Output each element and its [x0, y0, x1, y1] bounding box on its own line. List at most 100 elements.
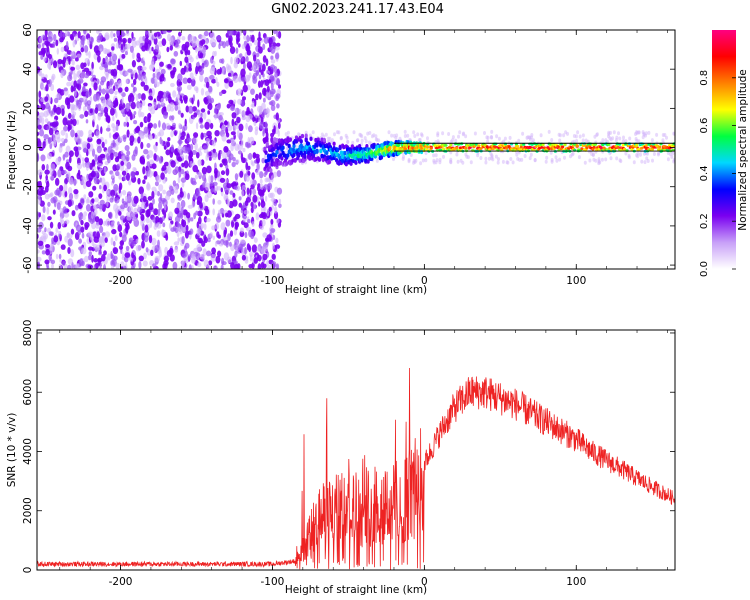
heatmap-cell	[137, 177, 141, 185]
heatmap-cell	[636, 154, 640, 159]
heatmap-cell	[264, 121, 268, 130]
heatmap-cell	[223, 78, 229, 84]
heatmap-cell	[120, 266, 124, 269]
heatmap-cell	[142, 166, 146, 175]
heatmap-cell	[200, 108, 206, 113]
heatmap-cell	[232, 192, 236, 198]
heatmap-cell	[160, 68, 166, 75]
heatmap-cell	[503, 136, 507, 141]
spectrogram-cells	[37, 30, 675, 269]
heatmap-cell	[38, 212, 41, 218]
heatmap-cell	[466, 155, 470, 160]
heatmap-cell	[271, 253, 276, 260]
heatmap-cell	[104, 32, 110, 40]
heatmap-cell	[521, 131, 525, 136]
heatmap-cell	[578, 134, 582, 139]
heatmap-cell	[191, 76, 196, 81]
heatmap-cell	[201, 240, 206, 247]
heatmap-cell	[406, 133, 410, 138]
heatmap-cell	[141, 93, 146, 101]
heatmap-cell	[275, 93, 281, 99]
heatmap-cell	[544, 159, 548, 164]
heatmap-cell	[257, 263, 262, 269]
heatmap-cell	[125, 79, 129, 84]
heatmap-cell	[143, 72, 146, 80]
heatmap-cell	[170, 160, 176, 168]
heatmap-cell	[263, 36, 269, 44]
heatmap-cell	[51, 121, 58, 128]
heatmap-cell	[570, 152, 574, 157]
heatmap-cell	[37, 124, 42, 130]
heatmap-cell	[91, 148, 96, 157]
heatmap-cell	[124, 51, 128, 56]
heatmap-cell	[118, 185, 122, 194]
heatmap-cell	[41, 49, 46, 55]
heatmap-cell	[85, 119, 89, 124]
heatmap-cell	[221, 89, 227, 95]
heatmap-cell	[207, 103, 213, 111]
heatmap-cell	[211, 38, 217, 47]
heatmap-cell	[199, 202, 203, 209]
heatmap-cell	[180, 168, 185, 175]
heatmap-cell	[147, 30, 153, 38]
snr-x-tick-label: -100	[261, 576, 285, 588]
heatmap-cell	[217, 250, 222, 258]
heatmap-cell	[77, 169, 81, 177]
heatmap-cell	[562, 133, 566, 138]
heatmap-cell	[174, 207, 180, 214]
heatmap-cell	[162, 208, 165, 215]
heatmap-cell	[138, 261, 142, 269]
heatmap-cell	[167, 161, 171, 168]
heatmap-cell	[196, 228, 202, 236]
heatmap-cell	[114, 213, 118, 219]
heatmap-cell	[74, 204, 79, 211]
heatmap-cell	[226, 63, 230, 71]
heatmap-cell	[263, 184, 269, 190]
heatmap-cell	[238, 202, 243, 208]
heatmap-cell	[218, 115, 223, 121]
heatmap-cell	[258, 121, 264, 129]
heatmap-cell	[143, 126, 149, 134]
heatmap-cell	[121, 96, 124, 105]
heatmap-cell	[45, 244, 50, 248]
heatmap-cell	[497, 136, 501, 141]
heatmap-cell	[260, 261, 265, 269]
heatmap-cell	[250, 88, 255, 95]
heatmap-cell	[136, 52, 141, 59]
heatmap-cell	[181, 219, 187, 228]
heatmap-cell	[269, 192, 275, 199]
heatmap-cell	[96, 145, 102, 154]
heatmap-cell	[600, 157, 604, 162]
heatmap-cell	[141, 240, 145, 249]
heatmap-cell	[210, 187, 215, 193]
heatmap-cell	[239, 53, 243, 58]
heatmap-cell	[44, 259, 50, 265]
heatmap-cell	[140, 192, 144, 201]
heatmap-cell	[78, 202, 82, 208]
heatmap-cell	[177, 237, 180, 244]
heatmap-cell	[147, 196, 153, 201]
heatmap-cell	[169, 254, 175, 262]
heatmap-cell	[262, 55, 267, 63]
heatmap-cell	[115, 123, 119, 131]
heatmap-cell	[104, 237, 108, 244]
heatmap-cell	[125, 43, 131, 49]
heatmap-cell	[253, 237, 258, 243]
heatmap-cell	[234, 173, 239, 181]
heatmap-cell	[208, 175, 212, 184]
heatmap-cell	[251, 100, 255, 108]
heatmap-cell	[48, 127, 54, 136]
heatmap-cell	[267, 265, 272, 269]
heatmap-cell	[169, 36, 174, 45]
heatmap-cell	[614, 138, 618, 143]
heatmap-cell	[175, 42, 179, 48]
heatmap-cell	[260, 200, 266, 208]
heatmap-cell	[41, 117, 45, 125]
heatmap-cell	[129, 113, 133, 121]
heatmap-cell	[265, 58, 269, 67]
heatmap-cell	[418, 137, 422, 142]
heatmap-cell	[206, 130, 212, 137]
heatmap-cell	[100, 126, 103, 135]
heatmap-cell	[203, 30, 209, 37]
heatmap-cell	[63, 212, 70, 218]
